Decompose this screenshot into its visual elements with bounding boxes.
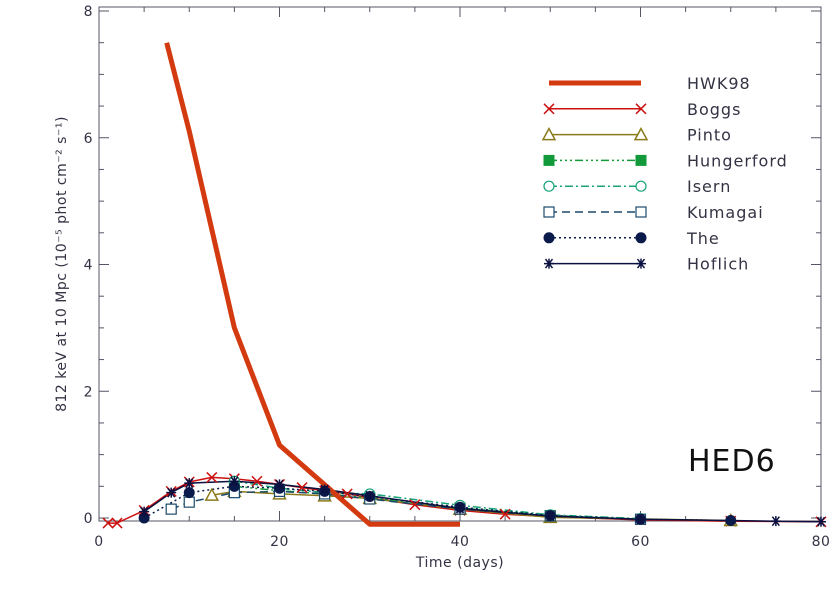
y-tick-label: 6 [84,131,93,147]
data-point-pinto [204,487,220,501]
data-point-hoflich [229,476,240,487]
legend-marker-kumagai [543,206,555,218]
y-tick-label: 4 [84,258,93,274]
legend-marker-isern [635,180,647,192]
x-axis-title: Time (days) [415,555,504,571]
legend-label-kumagai: Kumagai [687,203,764,222]
y-tick-label: 0 [84,511,93,527]
data-point-the [183,487,195,499]
legend-marker-boggs [543,103,555,115]
data-point-hoflich [364,490,375,501]
legend-label-hwk98: HWK98 [687,74,751,93]
data-point-kumagai [183,496,195,508]
data-point-boggs [341,488,353,500]
x-tick-label: 80 [812,534,830,550]
data-point-hoflich [319,484,330,495]
legend-label-boggs: Boggs [687,100,741,119]
legend-marker-hoflich [636,258,646,269]
x-tick-label: 0 [94,534,103,550]
series-markers [102,471,827,529]
data-point-hoflich [184,478,195,489]
x-tick-label: 20 [270,534,289,550]
x-tick-label: 40 [451,534,470,550]
legend-marker-hungerford [543,154,555,166]
legend-marker-boggs [635,103,647,115]
legend-marker-the [635,232,647,244]
data-point-boggs [409,499,421,511]
series-line-hwk98 [164,42,460,527]
axis-ticks: 0 20 40 60 80 0 2 4 6 8 [84,4,830,550]
legend-marker-pinto [541,127,557,141]
legend-label-isern: Isern [687,177,731,196]
data-point-boggs [251,475,263,487]
data-point-hoflich [274,479,285,490]
data-point-hoflich [816,516,826,527]
data-point-boggs [206,471,218,483]
legend-marker-hoflich [544,258,554,269]
legend-label-hoflich: Hoflich [687,255,749,274]
data-point-hoflich [635,514,646,525]
legend: HWK98 Boggs Pinto Hungerford Isern Kumagai The… [541,74,788,274]
data-point-boggs [102,517,114,529]
data-point-hoflich [166,487,177,498]
data-point-boggs [111,517,123,529]
legend-marker-isern [543,180,555,192]
data-point-boggs [296,482,308,494]
legend-marker-pinto [633,127,649,141]
data-point-kumagai [165,503,177,515]
data-point-the [725,515,737,527]
data-point-hoflich [770,516,781,527]
legend-label-the: The [686,229,720,248]
data-point-hoflich [139,506,150,517]
x-tick-label: 60 [631,534,650,550]
legend-label-hungerford: Hungerford [687,151,788,170]
data-point-hoflich [455,503,465,514]
legend-marker-kumagai [635,206,647,218]
y-axis-title: 812 keV at 10 Mpc (10⁻⁵ phot cm⁻² s⁻¹) [54,116,70,412]
y-tick-label: 2 [84,384,93,400]
legend-label-pinto: Pinto [687,126,732,145]
legend-marker-the [543,232,555,244]
legend-marker-hungerford [635,154,647,166]
data-point-hoflich [545,511,556,522]
data-point-boggs [499,508,511,520]
series-line-pinto [211,490,731,522]
y-tick-label: 8 [84,4,93,20]
chart-annotation: HED6 [688,444,776,479]
